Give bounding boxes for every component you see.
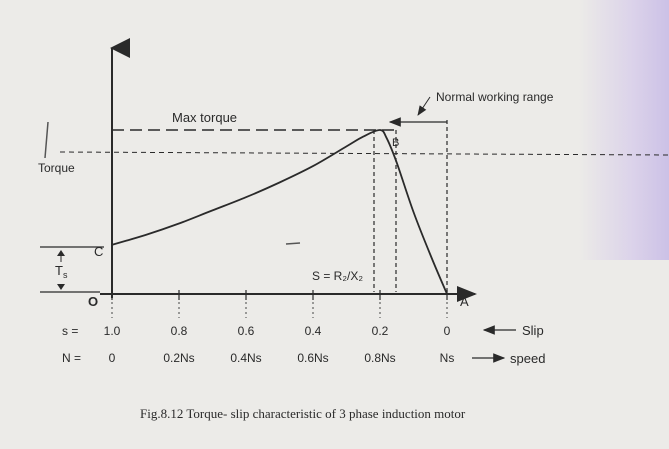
max-torque-label: Max torque [172,110,237,125]
y-axis-label: Torque [38,161,75,175]
normal-working-range-label: Normal working range [436,90,554,104]
slip-tick-label-2: 0.6 [238,324,255,338]
point-a-label: A [460,294,469,309]
slip-tick-label-0: 1.0 [104,324,121,338]
speed-tick-label-3: 0.6Ns [297,351,328,365]
slip-tick-label-5: 0 [444,324,451,338]
scan-mark [285,242,301,245]
starting-torque-arrow-up [57,250,65,256]
slip-row-prefix: s = [62,324,78,338]
figure-caption: Fig.8.12 Torque- slip characteristic of … [140,406,466,421]
torque-slip-curve [111,129,448,295]
slip-tick-label-4: 0.2 [372,324,389,338]
slip-tick-label-3: 0.4 [305,324,322,338]
speed-tick-label-1: 0.2Ns [163,351,194,365]
slip-max-label: S = R₂/X₂ [312,269,363,283]
x-axis-ticks [111,290,448,318]
torque-dashed-line [59,151,669,156]
speed-row-suffix: speed [510,351,545,366]
point-c-label: C [94,244,103,259]
slip-tick-labels: 1.0 0.8 0.6 0.4 0.2 0 [104,324,451,338]
speed-tick-label-5: Ns [440,351,455,365]
speed-tick-label-0: 0 [109,351,116,365]
point-b-label: B [392,137,399,149]
starting-torque-subscript: s [63,270,68,280]
point-o-label: O [88,294,98,309]
paper-tint [579,0,669,260]
starting-torque-arrow-down [57,284,65,290]
starting-torque-label: Ts [55,263,68,280]
working-range-leader [417,96,431,116]
speed-row-prefix: N = [62,351,81,365]
scan-mark [44,121,49,159]
speed-tick-label-4: 0.8Ns [364,351,395,365]
speed-tick-label-2: 0.4Ns [230,351,261,365]
speed-tick-labels: 0 0.2Ns 0.4Ns 0.6Ns 0.8Ns Ns [109,351,455,365]
slip-tick-label-1: 0.8 [171,324,188,338]
slip-row-suffix: Slip [522,323,544,338]
starting-torque-symbol: T [55,263,63,278]
